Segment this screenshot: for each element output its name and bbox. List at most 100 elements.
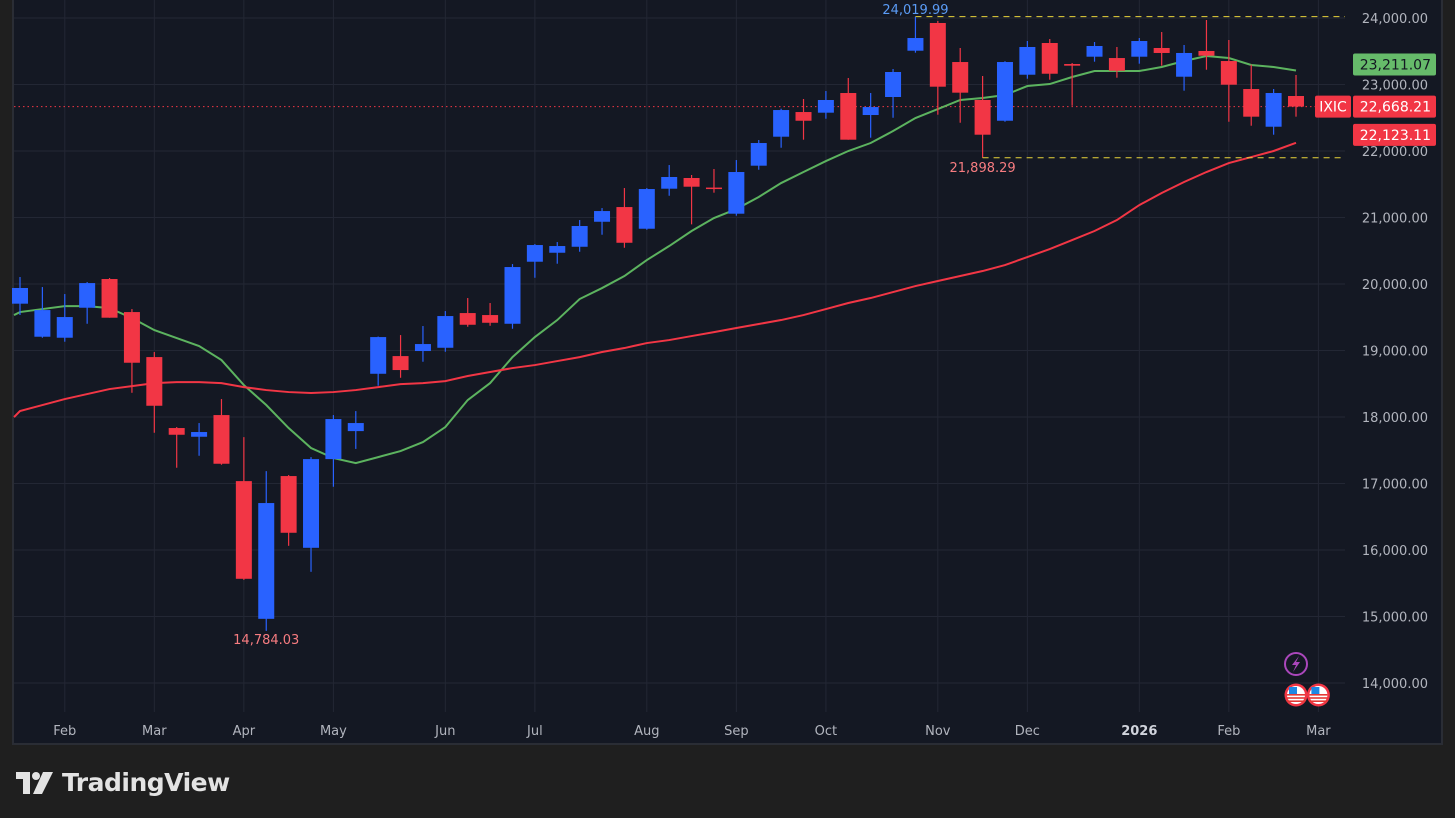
candle-body: [347, 423, 364, 432]
candle-body: [817, 99, 834, 113]
price-axis-label: 14,000.00: [1362, 677, 1428, 692]
us-flag-stripe: [1287, 694, 1306, 696]
time-axis-label: Apr: [233, 724, 256, 739]
us-flag-stripe: [1309, 697, 1328, 699]
price-axis-label: 20,000.00: [1362, 278, 1428, 293]
candle-body: [661, 177, 678, 189]
price-axis-label: 17,000.00: [1362, 478, 1428, 493]
candle-body: [1176, 52, 1193, 77]
candle-body: [504, 267, 521, 324]
candle-body: [1086, 45, 1103, 57]
candle-body: [258, 503, 275, 619]
time-axis-label: 2026: [1121, 724, 1157, 739]
time-axis-label: Nov: [925, 724, 951, 739]
candle-body: [683, 177, 700, 187]
price-badge[interactable]: 22,668.21: [1353, 95, 1436, 118]
price-badge-background: [1353, 123, 1436, 146]
candle-body: [1153, 47, 1170, 53]
candle-body: [907, 38, 924, 51]
candle-body: [862, 107, 879, 116]
candle-body: [549, 246, 566, 253]
candle-body: [705, 187, 722, 190]
candle-body: [1288, 96, 1305, 107]
time-axis-label: Oct: [815, 724, 837, 739]
candle-body: [12, 287, 28, 304]
candle-body: [370, 337, 387, 374]
price-badge-background: [1353, 53, 1436, 76]
candle-body: [929, 22, 946, 87]
price-axis-label: 23,000.00: [1362, 79, 1428, 94]
price-badge-background: [1353, 95, 1436, 118]
us-flag-stripe: [1287, 697, 1306, 699]
time-axis-label: Feb: [1217, 724, 1240, 739]
tradingview-logo-icon: [16, 771, 53, 794]
candle-body: [638, 189, 655, 229]
price-badge-value: 22,123.11: [1360, 128, 1431, 144]
candle-body: [79, 283, 96, 308]
candle-body: [56, 317, 73, 338]
candle-body: [594, 211, 611, 222]
candle-body: [34, 310, 51, 337]
candle-body: [996, 62, 1013, 121]
candle-body: [123, 312, 140, 363]
candle-body: [773, 110, 790, 137]
time-axis-label: May: [320, 724, 347, 739]
time-axis-label: Mar: [1306, 724, 1331, 739]
price-badge-value: 23,211.07: [1360, 57, 1431, 73]
price-axis-label: 16,000.00: [1362, 544, 1428, 559]
price-axis-label: 15,000.00: [1362, 611, 1428, 626]
candle-body: [974, 99, 991, 135]
symbol-tag-background: [1315, 95, 1351, 118]
candle-body: [146, 357, 163, 406]
candle-body: [616, 207, 633, 243]
candle-body: [168, 428, 185, 435]
candle-body: [1041, 43, 1058, 74]
symbol-tag: IXIC: [1319, 100, 1347, 116]
candle-body: [795, 112, 812, 121]
tradingview-logo[interactable]: TradingView: [16, 768, 230, 797]
price-badge-value: 22,668.21: [1360, 100, 1431, 116]
price-axis-label: 22,000.00: [1362, 145, 1428, 160]
candle-body: [526, 245, 543, 262]
us-flag-stripe: [1309, 700, 1328, 702]
candle-body: [1064, 64, 1081, 66]
chart-pane[interactable]: [12, 0, 1443, 745]
time-axis-label: Aug: [634, 724, 659, 739]
candle-body: [392, 356, 409, 371]
candle-body: [213, 415, 230, 464]
us-flag-stripe: [1309, 694, 1328, 696]
candle-body: [235, 481, 252, 579]
candle-body: [1108, 58, 1125, 71]
candle-body: [482, 315, 499, 323]
price-axis-label: 18,000.00: [1362, 411, 1428, 426]
candle-body: [414, 344, 431, 352]
candle-body: [1019, 46, 1036, 75]
price-axis-label: 19,000.00: [1362, 345, 1428, 360]
time-axis-label: Jun: [434, 724, 455, 739]
candle-body: [1265, 93, 1282, 127]
time-axis-label: Dec: [1015, 724, 1040, 739]
price-badge[interactable]: 22,123.11: [1353, 123, 1436, 146]
moving-average-short-line: [13, 55, 1297, 465]
price-axis-label: 21,000.00: [1362, 212, 1428, 227]
candle-body: [101, 279, 118, 318]
candle-body: [1198, 50, 1215, 56]
us-flag-stripe: [1287, 700, 1306, 702]
candle-body: [1243, 89, 1260, 117]
candle-body: [280, 476, 297, 533]
candle-body: [728, 172, 745, 214]
candle-body: [1131, 41, 1148, 57]
brand-name: TradingView: [62, 768, 230, 797]
candle-body: [459, 313, 476, 325]
candlestick-chart[interactable]: 24,019.99 21,898.29 14,784.03 14,000.00 15,0…: [0, 0, 1455, 750]
candle-body: [840, 93, 857, 140]
price-badge[interactable]: 23,211.07: [1353, 53, 1436, 76]
time-axis-label: Jul: [526, 724, 543, 739]
candle-body: [885, 71, 902, 98]
high-price-label: 24,019.99: [882, 3, 948, 18]
us-flag-canton: [1311, 687, 1320, 694]
low-price-label: 14,784.03: [233, 633, 299, 648]
candle-body: [191, 432, 208, 437]
candle-body: [1220, 61, 1237, 85]
candle-body: [437, 316, 454, 348]
